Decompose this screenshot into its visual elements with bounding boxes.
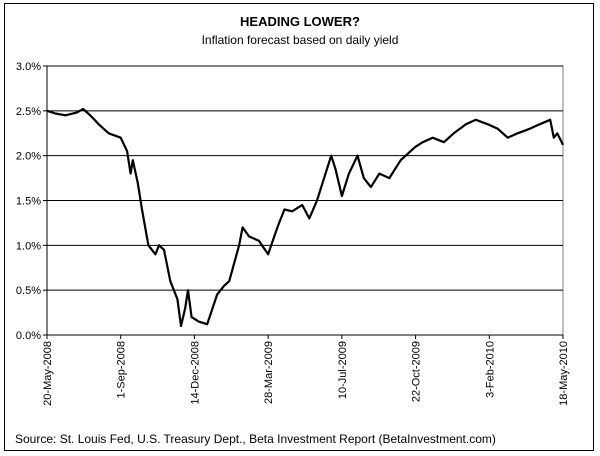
y-tick-label: 1.0% [16,240,41,252]
grid-lines [46,65,564,336]
y-axis: 0.0% 0.5% 1.0% 1.5% 2.0% 2.5% 3.0% [16,61,48,342]
y-tick-label: 0.0% [16,330,41,342]
y-tick-label: 2.0% [16,151,41,163]
y-tick-label: 0.5% [16,285,41,297]
x-tick-label: 3-Feb-2010 [484,341,496,398]
y-tick-label: 2.5% [16,106,41,118]
x-tick-label: 28-Mar-2009 [263,341,275,404]
x-tick-label: 22-Oct-2009 [411,341,423,402]
series-layer [46,107,564,328]
chart-title: HEADING LOWER? [240,14,360,29]
x-tick-label: 20-May-2008 [42,341,54,406]
x-axis: 20-May-2008 1-Sep-2008 14-Dec-2008 28-Mar-2… [42,334,570,406]
chart-frame [4,3,594,451]
y-tick-label: 1.5% [16,196,41,208]
chart-subtitle: Inflation forecast based on daily yield [201,33,399,47]
x-tick-label: 18-May-2010 [558,341,570,406]
x-tick-label: 10-Jul-2009 [337,341,349,399]
x-tick-label: 14-Dec-2008 [189,341,201,405]
x-tick-label: 1-Sep-2008 [116,341,128,399]
y-tick-label: 3.0% [16,61,41,73]
series-line-0 [46,107,564,328]
source-note: Source: St. Louis Fed, U.S. Treasury Dep… [15,432,496,446]
